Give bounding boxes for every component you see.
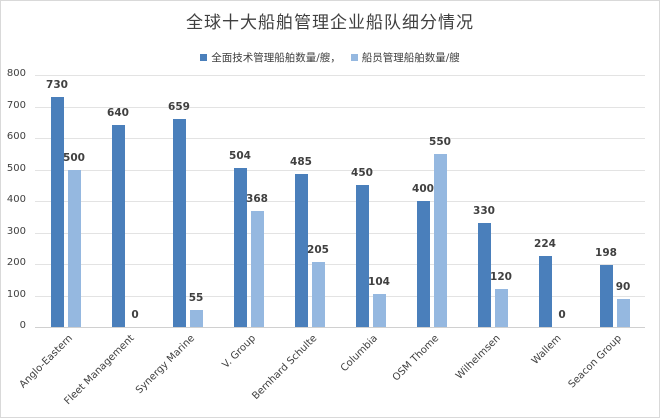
data-label: 450	[351, 167, 373, 180]
data-label: 55	[188, 291, 204, 304]
bar-technical	[599, 264, 613, 327]
legend-item-series-2: 船员管理船舶数量/艘	[350, 50, 460, 65]
bar-technical	[477, 223, 491, 327]
legend-label: 船员管理船舶数量/艘	[361, 52, 460, 64]
data-label: 485	[290, 156, 312, 169]
legend-item-series-1: 全面技术管理船舶数量/艘，	[200, 50, 341, 65]
data-label: 368	[246, 193, 268, 206]
y-tick-label: 0	[19, 320, 26, 331]
data-label: 0	[558, 309, 566, 321]
data-label: 659	[168, 101, 190, 114]
gridline	[35, 75, 645, 76]
bar-technical	[294, 174, 308, 327]
bar-technical	[233, 168, 247, 327]
bar-crew	[311, 262, 325, 327]
data-label: 90	[615, 280, 631, 293]
data-label: 504	[229, 150, 251, 163]
gridline	[35, 264, 645, 265]
y-tick-label: 400	[6, 194, 26, 205]
bar-technical	[111, 125, 125, 327]
bar-technical	[50, 97, 64, 327]
chart-legend: 全面技术管理船舶数量/艘， 船员管理船舶数量/艘	[0, 50, 660, 65]
data-label: 500	[63, 151, 85, 164]
bar-technical	[416, 201, 430, 327]
gridline	[35, 169, 645, 171]
data-label: 104	[368, 276, 390, 289]
legend-swatch-light-blue	[350, 54, 358, 61]
bar-crew	[372, 294, 386, 327]
legend-swatch-dark-blue	[200, 54, 208, 61]
data-label: 224	[534, 238, 556, 251]
gridline	[35, 201, 645, 202]
y-tick-label: 200	[6, 257, 26, 268]
y-tick-label: 500	[6, 162, 26, 174]
y-tick-label: 800	[6, 68, 26, 79]
bar-crew	[67, 169, 81, 327]
bar-crew	[494, 289, 508, 327]
y-tick-label: 700	[6, 99, 26, 111]
y-tick-label: 300	[6, 225, 26, 237]
y-tick-label: 600	[6, 131, 26, 142]
data-label: 550	[429, 135, 451, 148]
y-tick-label: 100	[6, 288, 26, 300]
gridline	[35, 106, 645, 108]
data-label: 120	[490, 271, 512, 284]
data-label: 640	[107, 107, 129, 120]
legend-label: 全面技术管理船舶数量/艘，	[211, 52, 341, 64]
data-label: 400	[412, 183, 434, 195]
bar-crew	[433, 153, 447, 327]
bar-technical	[172, 119, 186, 327]
chart-title: 全球十大船舶管理企业船队细分情况	[186, 13, 474, 33]
bar-crew	[250, 211, 264, 327]
data-label: 330	[473, 205, 495, 218]
bar-technical	[538, 256, 552, 327]
x-axis-line	[35, 327, 645, 328]
data-label: 198	[595, 246, 617, 259]
bar-crew	[616, 298, 630, 327]
data-label: 0	[131, 309, 139, 321]
gridline	[35, 232, 645, 234]
bar-technical	[355, 185, 369, 327]
data-label: 730	[46, 79, 68, 92]
gridline	[35, 295, 645, 297]
bar-crew	[189, 309, 203, 327]
gridline	[35, 138, 645, 139]
data-label: 205	[307, 244, 329, 257]
